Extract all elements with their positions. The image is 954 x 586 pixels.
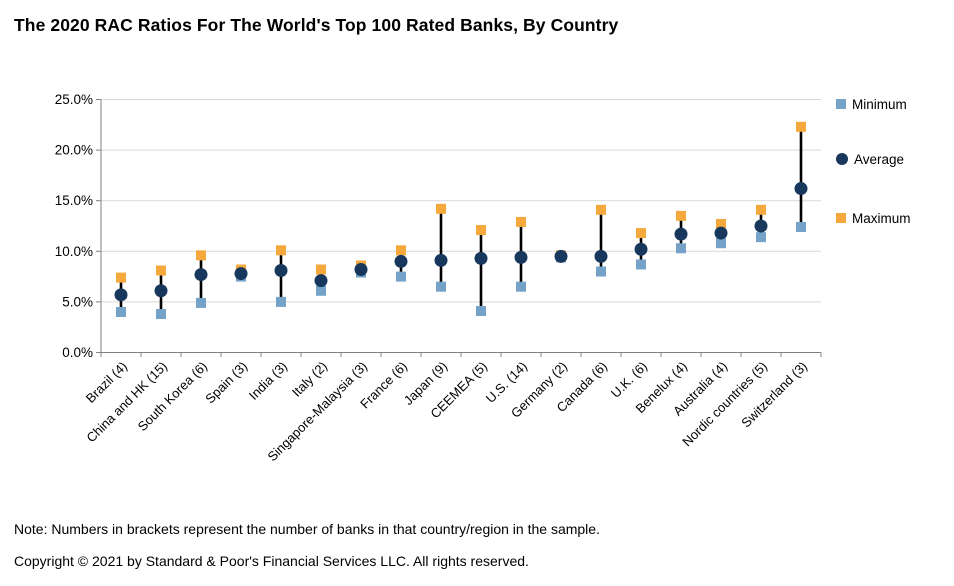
note-text: Note: Numbers in brackets represent the … <box>14 521 600 537</box>
y-tick-label: 15.0% <box>55 193 93 208</box>
max-marker <box>156 265 166 276</box>
min-marker <box>116 307 126 318</box>
min-marker <box>196 297 206 308</box>
legend-item-maximum: Maximum <box>836 209 911 227</box>
x-axis-label: South Korea (6) <box>135 359 211 435</box>
max-marker <box>116 272 126 283</box>
max-marker <box>596 204 606 215</box>
average-marker <box>274 264 288 278</box>
legend-label-minimum: Minimum <box>852 96 907 112</box>
max-marker <box>636 228 646 239</box>
x-axis-label: Spain (3) <box>202 359 250 407</box>
average-marker <box>674 227 688 241</box>
average-marker <box>714 226 728 240</box>
min-marker <box>716 238 726 249</box>
average-marker <box>634 242 648 256</box>
y-tick-label: 10.0% <box>55 244 93 259</box>
min-marker <box>476 306 486 317</box>
min-marker <box>436 281 446 292</box>
average-marker <box>434 253 448 267</box>
max-marker <box>396 245 406 256</box>
average-marker-icon <box>836 153 848 165</box>
max-marker <box>276 245 286 256</box>
average-marker <box>194 268 208 282</box>
y-tick-label: 5.0% <box>62 294 93 309</box>
legend-label-average: Average <box>854 151 905 167</box>
min-marker <box>396 271 406 282</box>
average-marker <box>114 288 128 302</box>
average-marker <box>514 250 528 264</box>
maximum-marker-icon <box>836 213 846 223</box>
min-marker <box>276 296 286 307</box>
y-tick-label: 25.0% <box>55 92 93 107</box>
chart-title: The 2020 RAC Ratios For The World's Top … <box>14 15 619 35</box>
y-tick-label: 0.0% <box>62 345 93 360</box>
min-marker <box>516 281 526 292</box>
max-marker <box>516 216 526 227</box>
minimum-marker-icon <box>836 99 846 109</box>
max-marker <box>196 250 206 261</box>
average-marker <box>234 267 248 281</box>
average-marker <box>394 254 408 268</box>
average-marker <box>474 251 488 265</box>
average-marker <box>314 274 328 288</box>
x-axis-label: India (3) <box>246 359 290 403</box>
max-marker <box>676 210 686 221</box>
average-marker <box>354 263 368 277</box>
min-marker <box>636 259 646 270</box>
average-marker <box>594 249 608 263</box>
min-marker <box>316 285 326 296</box>
min-marker <box>676 243 686 254</box>
min-marker <box>756 232 766 243</box>
max-marker <box>716 218 726 229</box>
average-marker <box>154 284 168 298</box>
y-tick-label: 20.0% <box>55 143 93 158</box>
legend-label-maximum: Maximum <box>852 210 911 226</box>
min-marker <box>596 266 606 277</box>
max-marker <box>756 204 766 215</box>
average-marker <box>754 219 768 233</box>
average-marker <box>794 182 808 196</box>
min-marker <box>796 222 806 233</box>
max-marker <box>476 225 486 236</box>
rac-range-chart: 0.0%5.0%10.0%15.0%20.0%25.0%Brazil (4)Ch… <box>55 92 822 464</box>
max-marker <box>796 121 806 132</box>
legend-item-average: Average <box>836 150 904 168</box>
legend-item-minimum: Minimum <box>836 95 907 113</box>
average-marker <box>554 249 568 263</box>
max-marker <box>316 264 326 275</box>
max-marker <box>436 203 446 214</box>
copyright-text: Copyright © 2021 by Standard & Poor's Fi… <box>14 553 529 569</box>
min-marker <box>156 309 166 320</box>
